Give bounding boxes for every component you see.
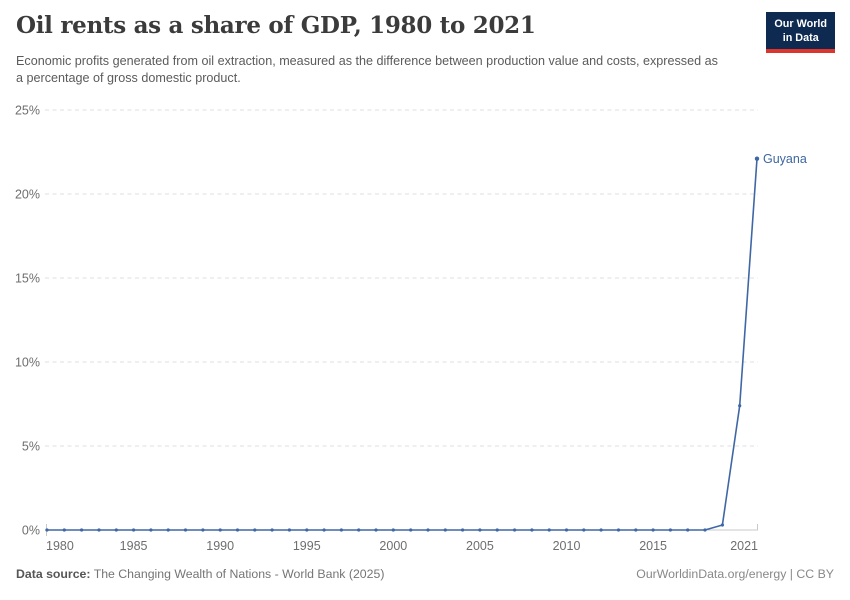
data-source-label: Data source: [16, 567, 91, 581]
data-point [426, 528, 430, 532]
x-tick-label: 1980 [46, 539, 74, 553]
data-point [686, 528, 690, 532]
chart-subtitle: Economic profits generated from oil extr… [16, 54, 718, 86]
x-tick-label: 1995 [293, 539, 321, 553]
data-point [357, 528, 361, 532]
data-line-guyana [46, 157, 758, 531]
data-point [80, 528, 84, 532]
x-tick-label: 2005 [466, 539, 494, 553]
data-point [530, 528, 534, 532]
data-point [391, 528, 395, 532]
data-point [270, 528, 274, 532]
data-point [513, 528, 517, 532]
data-point [495, 528, 499, 532]
y-tick-label: 5% [22, 439, 40, 453]
data-point [564, 528, 569, 532]
y-tick-label: 20% [15, 187, 40, 201]
data-point [720, 523, 725, 527]
owid-logo-line1: Our World [774, 18, 827, 30]
data-point [201, 528, 205, 532]
data-point [443, 528, 447, 532]
data-point [616, 528, 621, 532]
data-source-text: The Changing Wealth of Nations - World B… [90, 567, 385, 581]
data-point [97, 528, 101, 532]
data-point [62, 528, 66, 532]
x-tick-label: 2000 [379, 539, 407, 553]
data-point [339, 528, 343, 532]
data-point [235, 528, 240, 532]
x-tick-label: 2015 [639, 539, 667, 553]
data-point [409, 528, 413, 532]
chart-footer: Data source: The Changing Wealth of Nati… [16, 567, 834, 581]
data-point [668, 528, 673, 532]
page-title: Oil rents as a share of GDP, 1980 to 202… [16, 12, 536, 39]
data-point [114, 528, 118, 532]
x-tick-label: 1985 [120, 539, 148, 553]
data-point [599, 528, 603, 532]
data-point [738, 404, 742, 408]
data-point [218, 528, 222, 532]
data-point [703, 528, 707, 532]
x-tick-label: 2010 [553, 539, 581, 553]
data-point [461, 528, 465, 532]
data-point [183, 528, 188, 532]
data-point [547, 528, 551, 532]
data-point [166, 528, 170, 532]
owid-logo-line2: in Data [782, 32, 819, 45]
y-tick-label: 10% [15, 355, 40, 369]
credit-link[interactable]: OurWorldinData.org/energy | CC BY [636, 567, 834, 581]
y-tick-label: 0% [22, 523, 40, 537]
data-point [45, 528, 49, 532]
data-point [582, 528, 586, 532]
data-point [305, 528, 309, 532]
data-point [478, 528, 482, 532]
data-point [651, 528, 655, 532]
data-point [634, 528, 638, 532]
y-tick-label: 15% [15, 271, 40, 285]
x-tick-label: 1990 [206, 539, 234, 553]
data-point [374, 528, 378, 532]
data-point [287, 528, 291, 532]
owid-logo[interactable]: Our World in Data [766, 12, 835, 54]
data-point [132, 528, 136, 532]
data-point [322, 528, 326, 532]
data-point [253, 528, 257, 532]
data-point [754, 156, 760, 161]
x-tick-label: 2021 [730, 539, 758, 553]
y-tick-label: 25% [15, 103, 40, 117]
data-point [149, 528, 153, 532]
series-label-guyana: Guyana [763, 152, 807, 166]
data-source: Data source: The Changing Wealth of Nati… [16, 567, 384, 581]
